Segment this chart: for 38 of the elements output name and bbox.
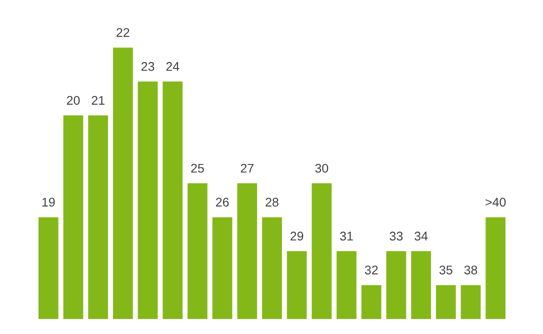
x-tick-label: 29 xyxy=(290,232,304,241)
x-tick-label: 38 xyxy=(464,266,478,274)
x-tick-label: 35 xyxy=(439,266,452,274)
x-tick-label: >40 xyxy=(486,198,506,207)
bar xyxy=(336,251,356,319)
x-tick-label: 19 xyxy=(42,198,55,207)
x-tick-label: 30 xyxy=(315,164,328,173)
bar xyxy=(63,115,84,319)
x-tick-label: 23 xyxy=(141,62,154,71)
bar xyxy=(361,285,382,319)
x-tick-label: 28 xyxy=(266,198,278,207)
bar xyxy=(237,183,258,319)
bar xyxy=(162,82,183,319)
bar xyxy=(188,183,208,319)
x-tick-label: 34 xyxy=(414,232,428,241)
bar xyxy=(436,285,456,319)
bar xyxy=(286,251,307,319)
x-tick-label: 33 xyxy=(390,232,403,241)
x-tick-label: 31 xyxy=(340,232,353,241)
x-tick-label: 26 xyxy=(216,198,229,207)
bar xyxy=(138,82,158,319)
x-tick-label: 21 xyxy=(92,96,104,105)
bar xyxy=(486,217,506,319)
x-tick-label: 25 xyxy=(191,164,204,173)
bar xyxy=(212,217,232,319)
x-tick-label: 20 xyxy=(66,96,80,105)
x-tick-label: 32 xyxy=(364,266,378,274)
bar xyxy=(38,217,58,319)
bar xyxy=(460,285,481,319)
x-tick-label: 22 xyxy=(116,28,130,37)
x-tick-label: 27 xyxy=(240,164,254,173)
bar xyxy=(113,48,133,319)
bar xyxy=(411,251,431,319)
x-tick-label: 24 xyxy=(166,62,180,71)
bar xyxy=(312,183,332,319)
bar xyxy=(88,115,108,319)
bar xyxy=(262,217,282,319)
bar xyxy=(386,251,406,319)
